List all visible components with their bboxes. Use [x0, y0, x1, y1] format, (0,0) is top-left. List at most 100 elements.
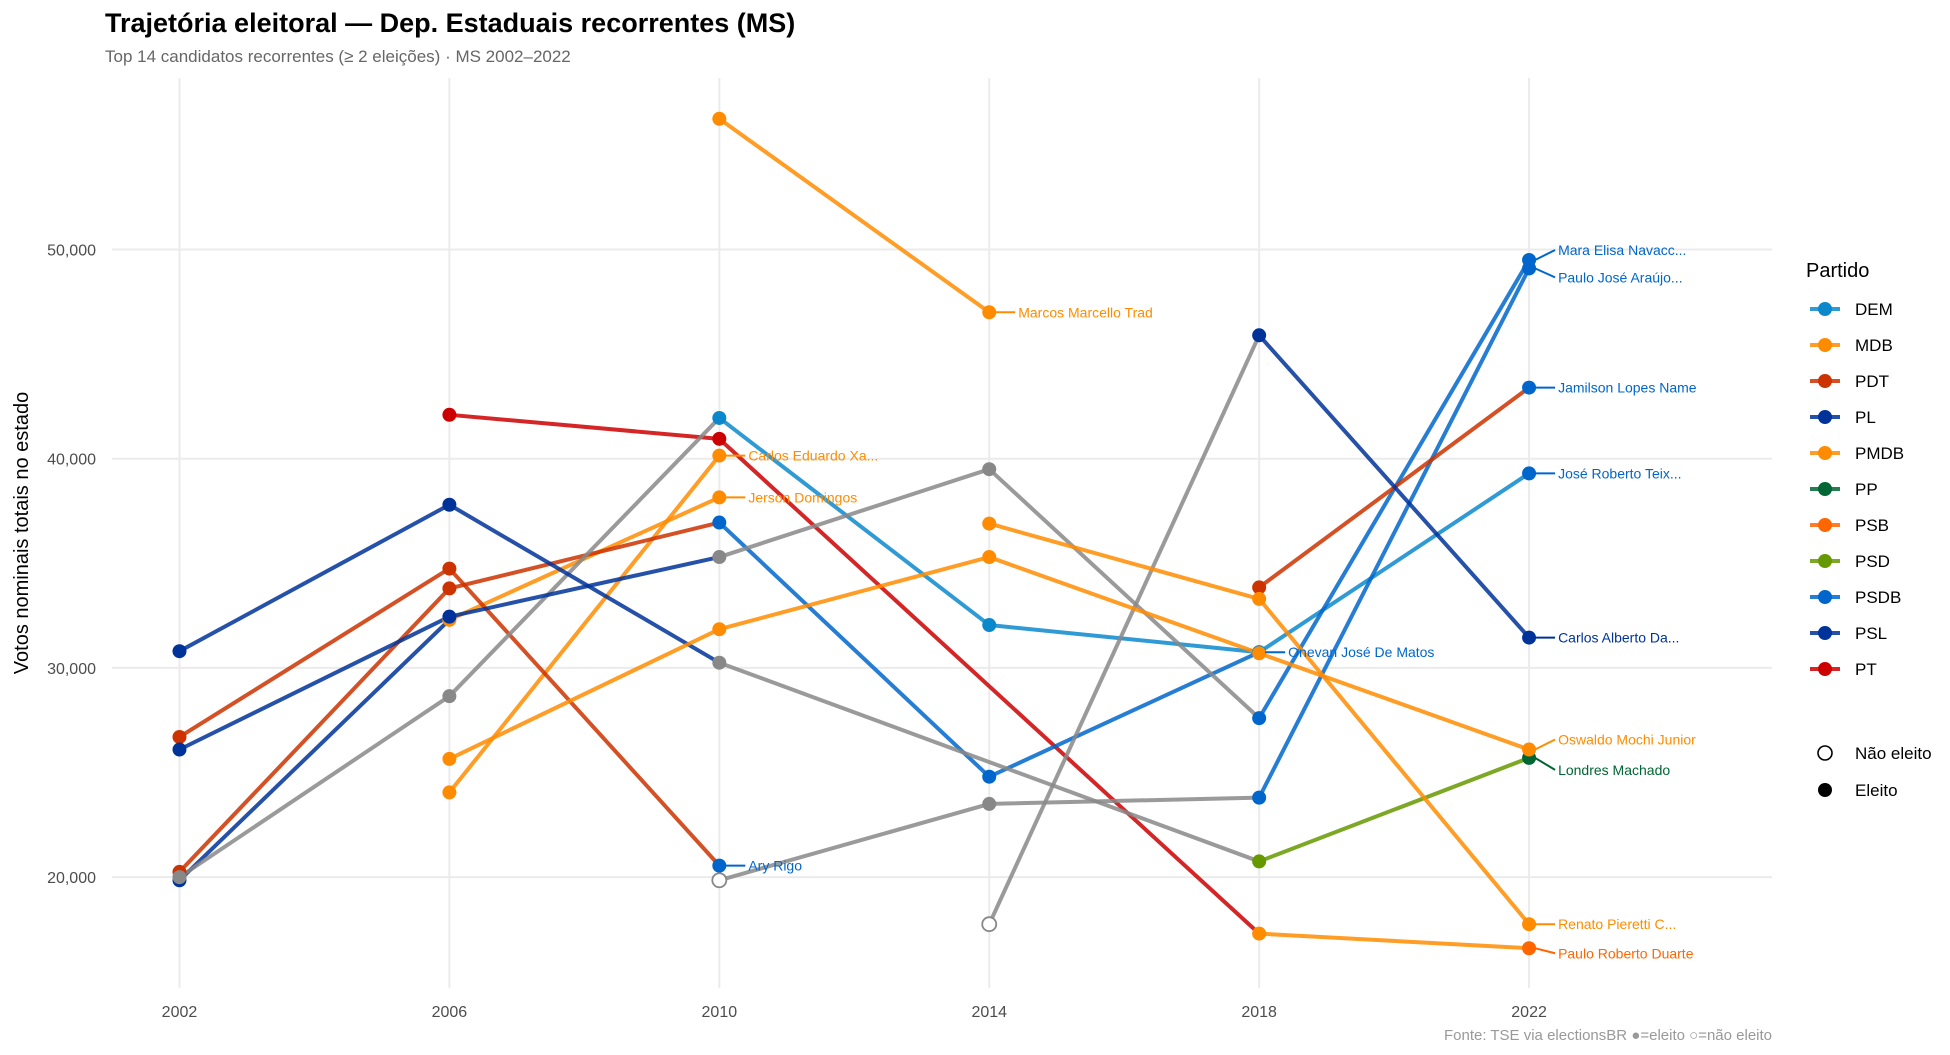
- series-label: Ary Rigo: [748, 858, 802, 874]
- series-segment: [987, 623, 1262, 655]
- series-label: Jerson Domingos: [748, 489, 857, 505]
- data-point: [1522, 380, 1537, 395]
- series-segment: [447, 502, 722, 665]
- data-point: [172, 644, 187, 659]
- y-axis: 20,000 30,000 40,000 50,000: [47, 243, 96, 888]
- series-segment: [717, 467, 992, 560]
- y-tick-label: 20,000: [47, 870, 96, 887]
- series-label: Paulo Roberto Duarte: [1558, 945, 1694, 961]
- legend-point-key: [1818, 410, 1832, 424]
- legend-point-key: [1818, 626, 1832, 640]
- data-point: [982, 769, 997, 784]
- series-lines: [177, 116, 1532, 951]
- data-point: [442, 609, 457, 624]
- legend-label: PL: [1855, 408, 1876, 427]
- legend-label: PSB: [1855, 516, 1889, 535]
- legend-point-key: [1818, 446, 1832, 460]
- data-point: [172, 729, 187, 744]
- legend: Partido DEM MDB PDT PL PMDB PP PSB PSD PSDB PSL PT…: [1806, 260, 1932, 800]
- caption: Fonte: TSE via electionsBR ●=eleito ○=nã…: [1444, 1027, 1772, 1044]
- series-segment: [447, 566, 722, 868]
- legend-item-psd: PSD: [1810, 552, 1890, 571]
- data-point: [982, 796, 997, 811]
- data-point: [712, 410, 727, 425]
- x-tick-label: 2002: [162, 1004, 198, 1021]
- data-point: [1252, 580, 1267, 595]
- data-point: [1522, 742, 1537, 757]
- data-point: [442, 407, 457, 422]
- chart-subtitle: Top 14 candidatos recorrentes (≥ 2 eleiç…: [105, 47, 571, 66]
- data-point: [442, 497, 457, 512]
- legend-label: PP: [1855, 480, 1878, 499]
- series-segment: [717, 520, 992, 779]
- legend-item-psb: PSB: [1810, 516, 1889, 535]
- series-label: Renato Pieretti C...: [1558, 916, 1676, 932]
- legend-item-pl: PL: [1810, 408, 1876, 427]
- legend-label: PMDB: [1855, 444, 1904, 463]
- y-tick-label: 30,000: [47, 661, 96, 678]
- data-point: [442, 561, 457, 576]
- series-segment: [1257, 755, 1532, 864]
- legend-label: PDT: [1855, 372, 1889, 391]
- series-label: Marcos Marcello Trad: [1018, 304, 1153, 320]
- data-point: [1522, 261, 1537, 276]
- series-segment: [717, 801, 992, 883]
- legend-item-pdt: PDT: [1810, 372, 1889, 391]
- series-segment: [447, 555, 722, 619]
- data-point: [1252, 646, 1267, 661]
- series-label: Londres Machado: [1558, 762, 1670, 778]
- series-segment: [987, 650, 1262, 779]
- legend-point-key: [1818, 482, 1832, 496]
- data-point: [712, 655, 727, 670]
- x-tick-label: 2006: [432, 1004, 468, 1021]
- legend-item-dem: DEM: [1810, 300, 1893, 319]
- series-segment: [177, 617, 452, 883]
- legend-point-key: [1818, 338, 1832, 352]
- legend-point-key: [1818, 590, 1832, 604]
- series-segment: [717, 116, 992, 315]
- legend-label: MDB: [1855, 336, 1893, 355]
- legend-title: Partido: [1806, 260, 1869, 282]
- hollow-circle-icon: [1817, 745, 1833, 761]
- series-labels: Paulo Roberto Duarte Marcos Marcello Trad…: [725, 242, 1697, 961]
- x-tick-label: 2018: [1241, 1004, 1277, 1021]
- series-segment: [177, 566, 452, 739]
- series-segment: [1257, 333, 1532, 640]
- data-point: [1522, 630, 1537, 645]
- series-segment: [447, 415, 722, 699]
- data-point: [712, 858, 727, 873]
- series-label: Oswaldo Mochi Junior: [1558, 732, 1696, 748]
- legend-item-mdb: MDB: [1810, 336, 1893, 355]
- data-point: [1252, 591, 1267, 606]
- series-segment: [1257, 596, 1532, 927]
- series-segment: [447, 627, 722, 761]
- legend-label: PSL: [1855, 624, 1887, 643]
- legend-item-psdb: PSDB: [1810, 588, 1901, 607]
- label-connector: [1534, 947, 1556, 955]
- series-segment: [1257, 471, 1532, 655]
- x-tick-label: 2022: [1511, 1004, 1547, 1021]
- series-segment: [717, 415, 992, 628]
- legend-point-key: [1818, 554, 1832, 568]
- legend-point-key: [1818, 374, 1832, 388]
- y-tick-label: 50,000: [47, 243, 96, 260]
- data-point: [1522, 466, 1537, 481]
- series-segment: [987, 521, 1262, 601]
- series-segment: [177, 502, 452, 654]
- data-point-not-elected: [711, 872, 728, 889]
- data-point: [442, 581, 457, 596]
- data-point-not-elected: [981, 916, 998, 933]
- series-label: Paulo José Araújo...: [1558, 269, 1683, 285]
- data-point: [1252, 854, 1267, 869]
- legend-status-item: Eleito: [1818, 781, 1898, 800]
- data-point: [172, 870, 187, 885]
- series-segment: [177, 586, 452, 874]
- filled-circle-icon: [1818, 783, 1832, 797]
- legend-item-pp: PP: [1810, 480, 1878, 499]
- y-tick-label: 40,000: [47, 452, 96, 469]
- x-axis: 2002 2006 2010 2014 2018 2022: [162, 1004, 1547, 1021]
- legend-status-label: Não eleito: [1855, 744, 1932, 763]
- chart-title: Trajetória eleitoral — Dep. Estaduais re…: [105, 8, 795, 38]
- legend-status-label: Eleito: [1855, 781, 1898, 800]
